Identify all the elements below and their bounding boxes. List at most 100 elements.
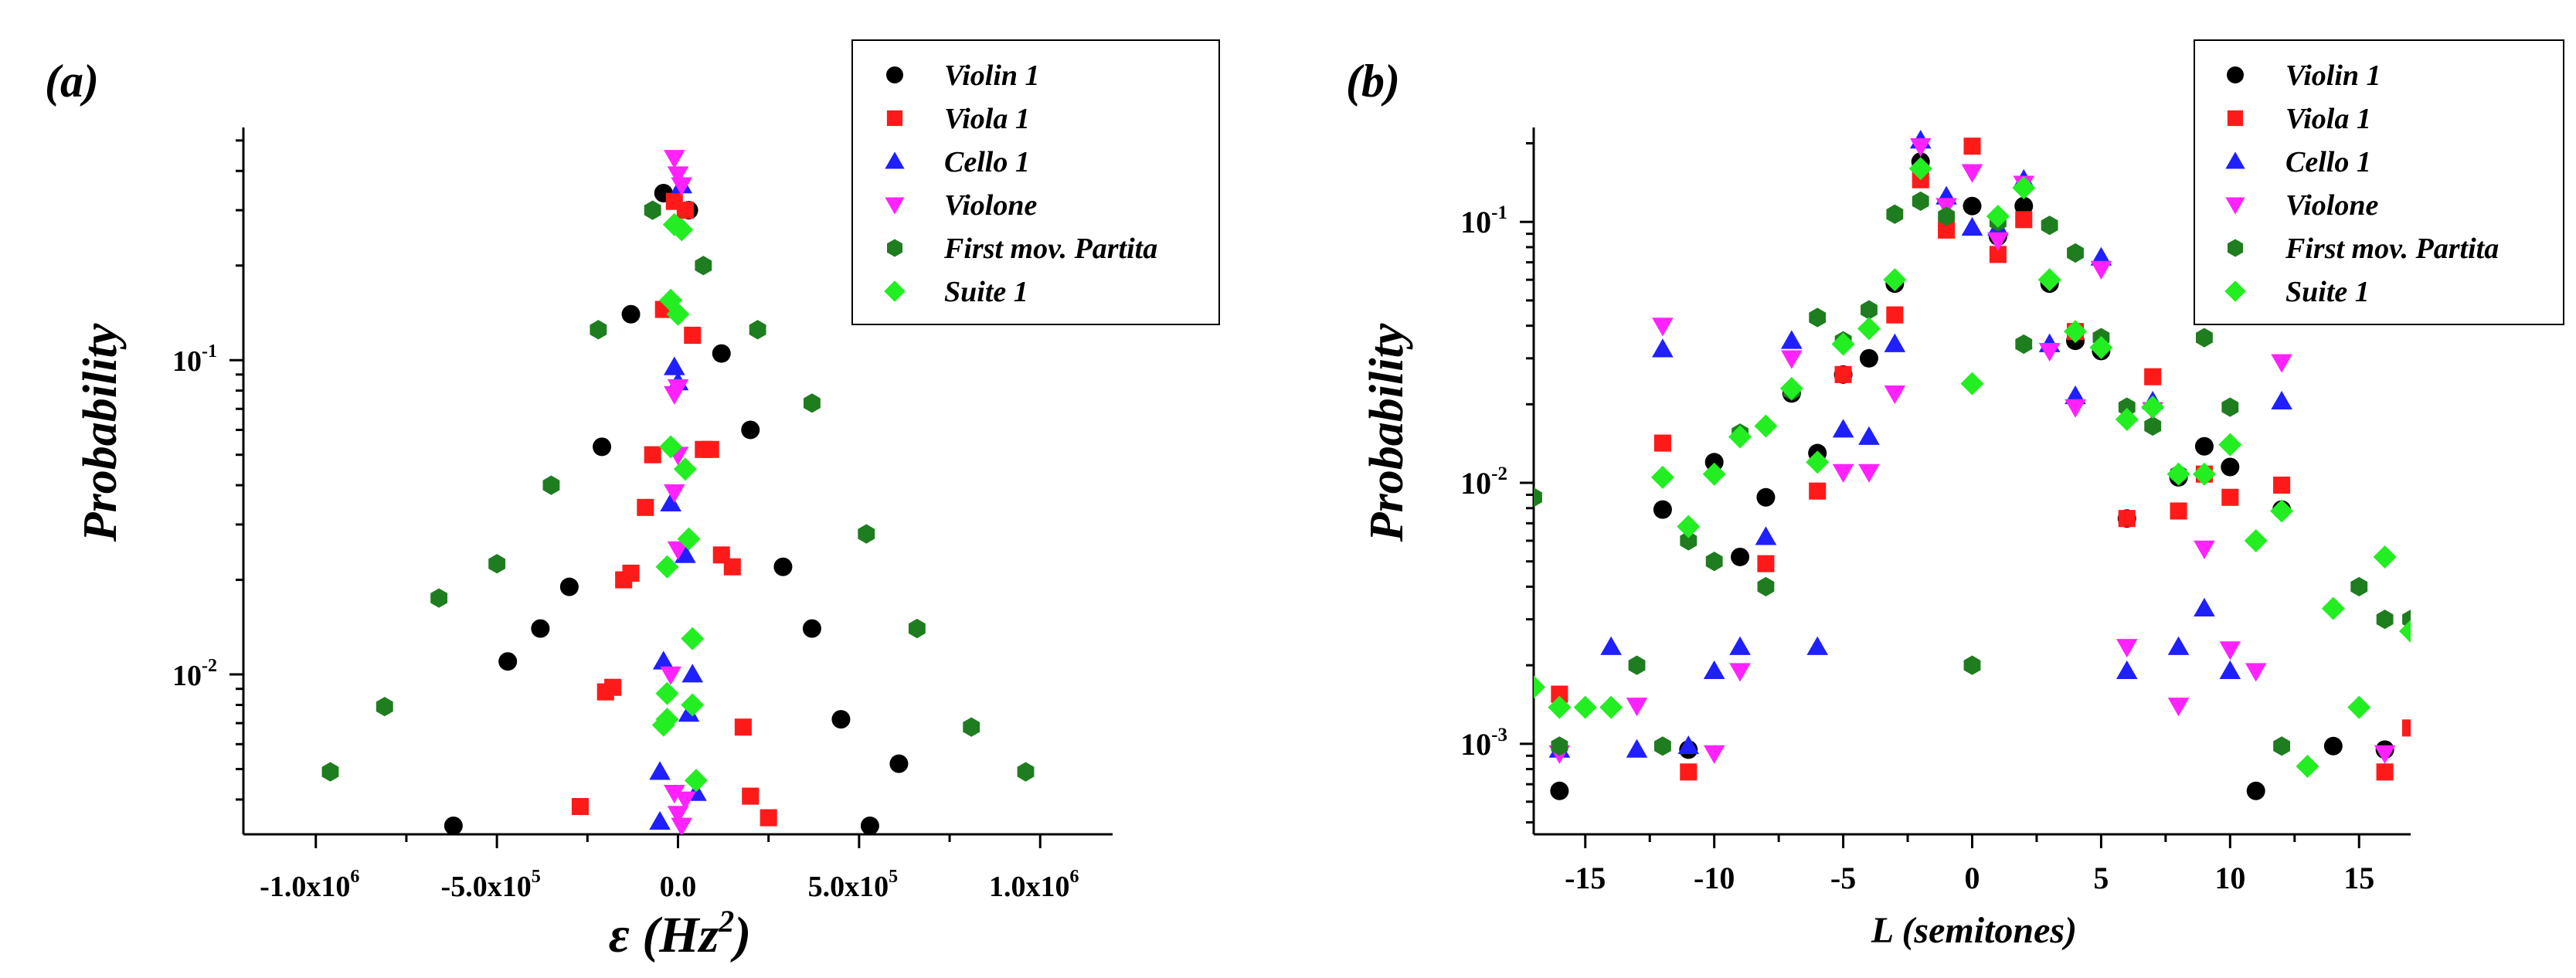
panel-a: (a) 10-210-1 -1.0x106 -5.0x105 0.0 5.0x105 1… [45,39,1220,963]
panel-a-x-ticks: -1.0x106 -5.0x105 0.0 5.0x105 1.0x106 [260,834,1079,903]
data-point-first-mov-partita [430,588,448,608]
x-tick-label-mantissa: -5.0x10 [441,871,532,903]
data-point-viola-1 [2170,502,2187,520]
data-point-cello-1 [652,650,675,670]
data-point-violone [1626,698,1648,717]
panel-a-legend-box [851,39,1220,325]
data-point-violone [1987,232,2009,251]
panel-a-x-axis-label-main: ε (Hz [609,907,719,963]
data-point-viola-1 [742,787,760,805]
legend-item-violin-1: Violin 1 [2227,59,2381,92]
data-point-violone [2116,639,2138,658]
panel-b-legend-box [2194,39,2564,325]
data-point-suite-1 [2218,433,2242,457]
data-point-first-mov-partita [1886,204,1904,224]
data-point-suite-1 [1599,695,1623,719]
data-point-viola-1 [702,440,719,458]
legend-label: Viola 1 [944,103,1030,135]
data-point-suite-1 [1573,695,1597,719]
data-point-viola-1 [1989,246,2007,263]
data-point-violone [667,166,689,185]
series-viola-1 [1551,138,2411,781]
legend-marker-viola-1 [886,110,903,127]
panel-a-y-axis-label: Probability [74,323,127,542]
legend-item-suite-1: Suite 1 [2224,276,2370,308]
legend-label: Violin 1 [2285,59,2381,92]
data-point-suite-1 [1960,372,1984,396]
data-point-violin-1 [2194,436,2214,456]
data-point-viola-1 [637,498,654,516]
data-point-cello-1 [1806,636,1829,655]
data-point-first-mov-partita [1534,487,1542,508]
data-point-suite-1 [659,435,683,459]
data-point-viola-1 [1757,555,1775,572]
x-tick-label: -5.0x105 [441,867,541,903]
x-tick-label-mantissa: 5.0x10 [808,871,889,903]
data-point-suite-1 [1831,332,1855,356]
data-point-cello-1 [2090,246,2112,266]
legend-label: First mov. Partita [943,233,1157,265]
legend-marker-cello-1 [2225,151,2245,169]
panel-b-data-points [1534,130,2411,800]
data-point-suite-1 [1779,376,1803,400]
data-point-first-mov-partita [1705,552,1723,572]
legend-marker-violone [885,197,905,215]
data-point-first-mov-partita [804,393,821,413]
x-tick-label: -10 [1694,861,1735,895]
data-point-suite-1 [673,457,697,481]
legend-item-suite-1: Suite 1 [884,276,1028,308]
panel-a-x-axis-label-sup: 2 [718,904,734,939]
data-point-violone [1703,745,1725,764]
data-point-viola-1 [604,678,622,696]
data-point-suite-1 [1883,268,1907,292]
data-point-viola-1 [622,564,640,582]
data-point-cello-1 [1832,419,1854,438]
data-point-first-mov-partita [1912,191,1929,212]
data-point-suite-1 [1534,675,1545,699]
data-point-violin-1 [2221,457,2240,477]
data-point-suite-1 [1986,205,2010,229]
panel-b-x-ticks: -15 -10 -5 0 5 10 15 [1565,834,2374,895]
data-point-cello-1 [2271,390,2292,410]
data-point-violone [1884,385,1906,405]
data-point-violin-1 [1859,348,1878,368]
legend-label: Violone [2285,189,2378,222]
data-point-viola-1 [2376,763,2394,781]
data-point-suite-1 [1754,414,1778,438]
data-point-cello-1 [2116,660,2138,680]
data-point-first-mov-partita [1757,576,1775,597]
data-point-violone [1729,663,1751,682]
data-point-violin-1 [1653,500,1672,519]
data-point-violone [2090,260,2112,280]
x-tick-label: 5 [2093,861,2109,895]
data-point-cello-1 [1703,660,1725,680]
data-point-violone [2374,745,2396,764]
data-point-violone [2065,399,2086,418]
series-violin-1 [443,183,909,834]
data-point-viola-1 [2015,211,2033,229]
data-point-first-mov-partita [963,717,980,737]
data-point-violone [2245,663,2267,682]
data-point-violone [671,817,692,834]
x-tick-label-mantissa: -1.0x10 [260,871,350,903]
data-point-viola-1 [734,718,752,736]
x-tick-label-exponent: 6 [1070,867,1079,887]
x-tick-label: -5 [1830,861,1856,895]
data-point-violin-1 [1731,547,1750,566]
legend-marker-violin-1 [886,66,903,83]
data-point-suite-1 [2064,320,2088,344]
legend-marker-suite-1 [884,280,906,302]
legend-marker-first-mov-partita [886,239,903,257]
data-point-first-mov-partita [2015,334,2033,355]
data-point-violin-1 [621,304,641,324]
series-suite-1 [651,212,708,793]
data-point-viola-1 [571,797,589,816]
data-point-violone [664,784,685,804]
legend-label: Violone [944,189,1037,222]
legend-item-first-mov-partita: First mov. Partita [886,233,1157,265]
series-cello-1 [649,175,707,830]
data-point-violin-1 [741,420,760,440]
x-tick-label: -1.0x106 [260,867,359,903]
data-point-suite-1 [1650,465,1674,489]
